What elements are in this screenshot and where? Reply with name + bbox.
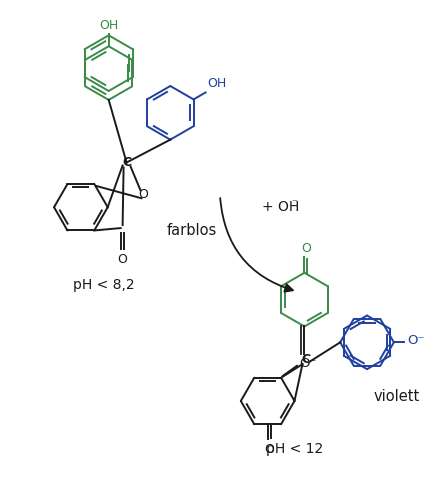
Text: O: O xyxy=(117,253,127,266)
Text: O⁻: O⁻ xyxy=(299,357,316,370)
Text: pH < 8,2: pH < 8,2 xyxy=(73,278,135,292)
Text: + OH: + OH xyxy=(262,200,299,214)
Text: violett: violett xyxy=(374,389,420,405)
Text: ⁻: ⁻ xyxy=(292,198,297,208)
Text: O: O xyxy=(301,242,311,255)
Text: OH: OH xyxy=(207,77,227,90)
Text: O: O xyxy=(264,443,274,456)
Text: OH: OH xyxy=(99,19,118,32)
Text: farblos: farblos xyxy=(166,223,217,238)
Text: O: O xyxy=(138,188,148,201)
Text: pH < 12: pH < 12 xyxy=(266,442,323,456)
Text: O⁻: O⁻ xyxy=(407,334,424,347)
FancyArrowPatch shape xyxy=(220,198,293,292)
Text: C: C xyxy=(302,353,311,366)
Text: C: C xyxy=(122,156,131,169)
